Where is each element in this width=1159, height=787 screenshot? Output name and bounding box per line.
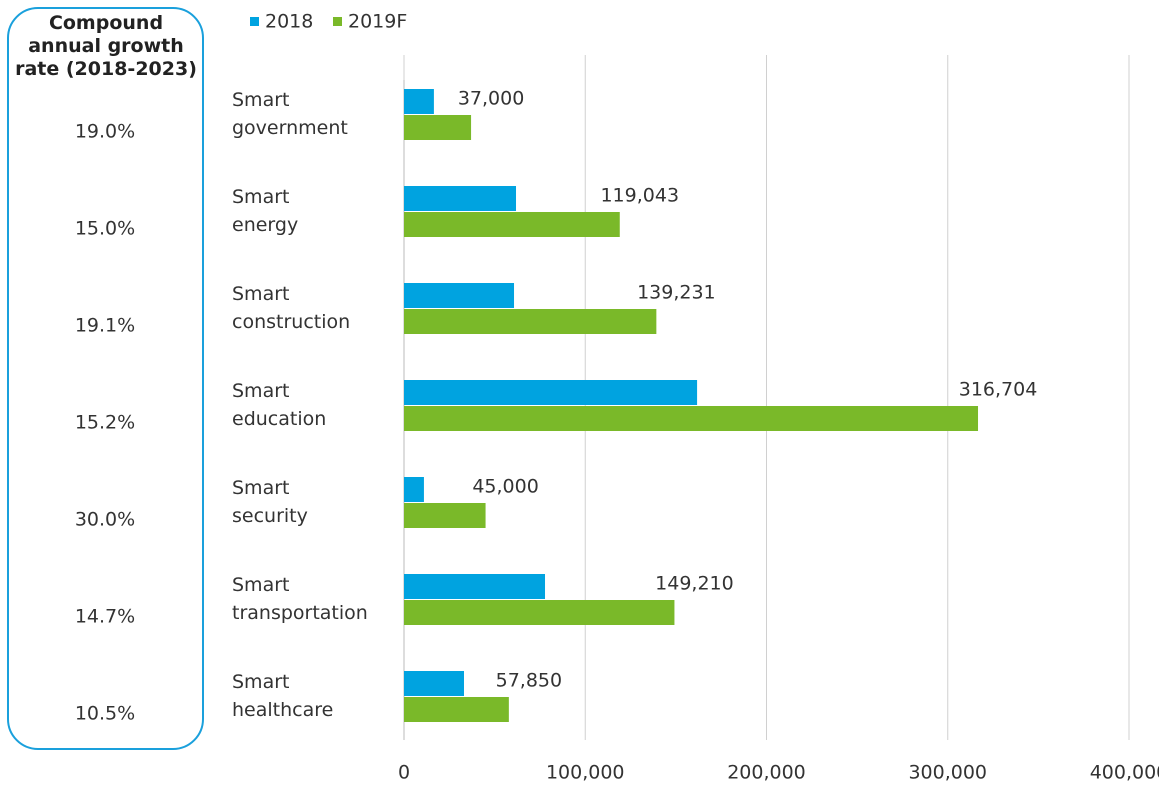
category-label: Smart security [232,477,308,527]
data-label: 45,000 [472,476,538,498]
x-tick-label: 200,000 [727,762,806,784]
legend-swatch [333,17,342,26]
cagr-box [7,7,204,750]
cagr-value: 19.1% [75,315,135,337]
cagr-value: 19.0% [75,121,135,143]
data-label: 57,850 [496,670,562,692]
bar [404,309,657,334]
bar [404,115,472,140]
x-tick-label: 300,000 [908,762,987,784]
cagr-title: Compound annual growth rate (2018-2023) [15,12,197,80]
bar [404,503,486,528]
legend-label: 2019F [348,11,407,33]
x-tick-label: 100,000 [546,762,625,784]
bar [404,89,434,114]
cagr-value: 14.7% [75,606,135,628]
cagr-value: 10.5% [75,703,135,725]
legend-label: 2018 [265,11,313,33]
legend-swatch [250,17,259,26]
bar [404,406,979,431]
data-label: 139,231 [637,282,716,304]
category-label: Smart construction [232,283,350,333]
bar [404,600,675,625]
category-label: Smart healthcare [232,671,333,721]
data-label: 149,210 [655,573,734,595]
bar [404,380,698,405]
bar [404,283,515,308]
category-label: Smart education [232,380,326,430]
x-tick-label: 0 [398,762,410,784]
bar [404,697,509,722]
cagr-value: 15.2% [75,412,135,434]
bar [404,671,464,696]
data-label: 37,000 [458,88,524,110]
cagr-value: 30.0% [75,509,135,531]
data-label: 119,043 [600,185,679,207]
category-label: Smart government [232,89,348,139]
bar [404,186,517,211]
bar [404,212,620,237]
cagr-value: 15.0% [75,218,135,240]
category-label: Smart energy [232,186,298,236]
x-tick-label: 400,000 [1090,762,1159,784]
data-label: 316,704 [959,379,1038,401]
bar [404,574,546,599]
bar [404,477,424,502]
category-label: Smart transportation [232,574,368,624]
